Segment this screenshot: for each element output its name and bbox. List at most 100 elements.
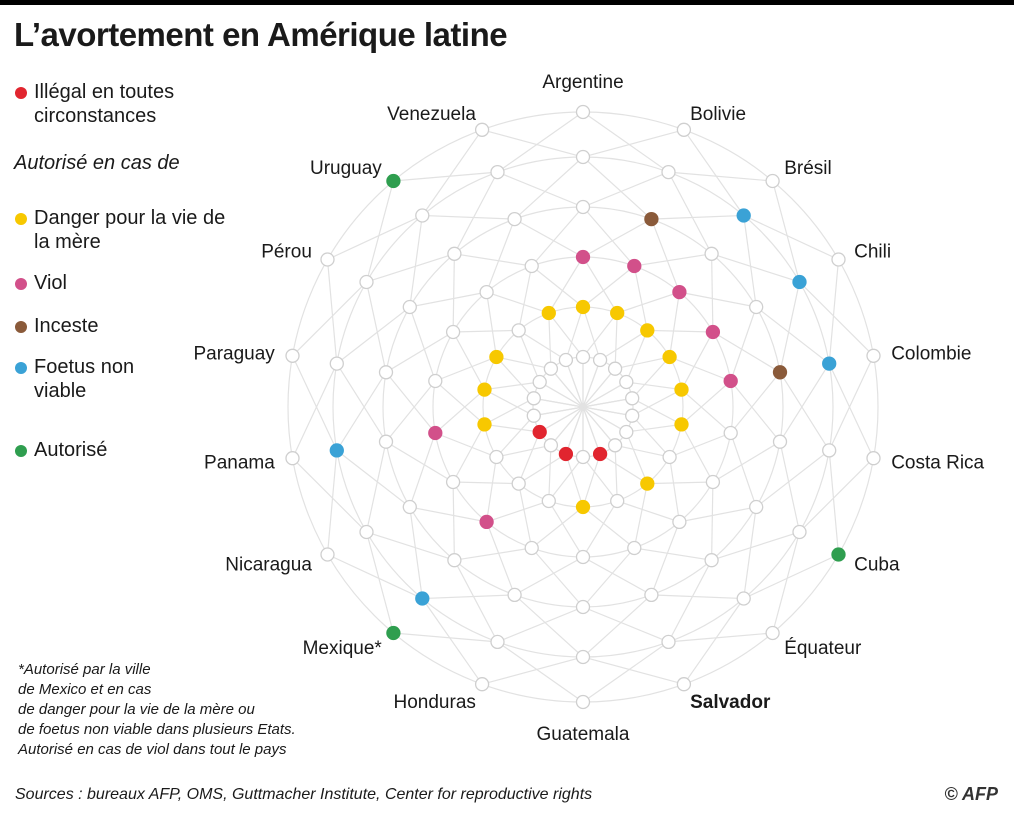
- dot-bresil-6: [765, 173, 780, 189]
- country-label-honduras: Honduras: [394, 692, 476, 713]
- dot-uruguay-4: [447, 246, 462, 261]
- legend-item-inceste: Inceste: [14, 314, 234, 338]
- dot-salvador-3: [627, 540, 642, 556]
- dot-chili-2: [662, 349, 677, 365]
- dot-argentine-5: [575, 149, 591, 165]
- legend-item-autorise: Autorisé: [14, 438, 234, 462]
- dot-colombie-3: [723, 373, 738, 389]
- dot-honduras-2: [541, 493, 556, 509]
- dot-venezuela-3: [524, 258, 539, 274]
- dot-cuba-4: [749, 499, 764, 515]
- dot-guatemala-6: [575, 694, 591, 710]
- dot-chili-4: [749, 299, 764, 315]
- country-label-venezuela: Venezuela: [387, 104, 476, 125]
- dot-paraguay-4: [378, 365, 394, 380]
- dot-argentine-4: [575, 199, 591, 215]
- dot-nicaragua-1: [532, 424, 547, 440]
- dot-panama-2: [477, 417, 492, 432]
- dot-argentine-3: [575, 249, 591, 265]
- top-rule: [0, 0, 1014, 5]
- dot-uruguay-5: [415, 208, 430, 223]
- dot-bresil-4: [704, 246, 719, 261]
- dot-costa-rica-1: [625, 408, 640, 423]
- dot-venezuela-6: [474, 122, 490, 137]
- dot-salvador-4: [644, 587, 659, 603]
- dot-bresil-3: [672, 284, 687, 300]
- country-label-colombie: Colombie: [891, 344, 971, 365]
- legend-label-illegal: Illégal en toutes circonstances: [34, 81, 175, 127]
- dot-equateur-5: [736, 591, 751, 606]
- dot-costa-rica-3: [723, 425, 738, 441]
- dot-mexique-1: [543, 438, 559, 453]
- country-label-chili: Chili: [854, 242, 891, 263]
- country-label-argentine: Argentine: [542, 72, 623, 93]
- legend-dot-danger: [15, 213, 27, 225]
- dot-bolivie-6: [676, 122, 692, 137]
- dot-equateur-2: [640, 476, 655, 491]
- dot-bresil-1: [607, 361, 623, 376]
- dot-bresil-5: [736, 208, 751, 223]
- dot-paraguay-1: [526, 391, 541, 406]
- dot-cuba-2: [662, 449, 677, 465]
- legend-dot-foetus: [15, 362, 27, 374]
- dot-costa-rica-5: [822, 443, 837, 458]
- dot-honduras-4: [507, 587, 522, 603]
- dot-costa-rica-4: [772, 434, 788, 449]
- dot-argentine-1: [575, 349, 591, 365]
- dot-bolivie-4: [644, 211, 659, 227]
- dot-equateur-4: [704, 553, 719, 568]
- dot-bolivie-5: [661, 164, 676, 180]
- dot-mexique-6: [386, 625, 401, 641]
- legend-item-foetus: Foetus non viable: [14, 355, 144, 403]
- dot-salvador-5: [661, 634, 676, 650]
- dot-bolivie-2: [610, 305, 625, 321]
- dot-panama-5: [329, 443, 344, 458]
- legend-dot-viol: [15, 278, 27, 290]
- dot-guatemala-4: [575, 599, 591, 615]
- country-label-cuba: Cuba: [854, 555, 900, 576]
- dot-salvador-1: [592, 446, 608, 462]
- dot-colombie-2: [674, 382, 689, 397]
- dot-colombie-6: [866, 348, 881, 363]
- legend-dot-autorise: [15, 445, 27, 457]
- dot-honduras-1: [558, 446, 574, 462]
- dot-uruguay-1: [543, 361, 559, 376]
- dot-uruguay-3: [479, 284, 494, 300]
- dot-bresil-2: [640, 323, 655, 338]
- country-label-bresil: Brésil: [784, 158, 832, 179]
- sources: Sources : bureaux AFP, OMS, Guttmacher I…: [15, 786, 593, 803]
- legend-dot-inceste: [15, 321, 27, 333]
- dot-panama-4: [378, 434, 394, 449]
- dot-perou-2: [489, 349, 504, 365]
- country-label-equateur: Équateur: [784, 638, 862, 659]
- country-label-guatemala: Guatemala: [537, 724, 630, 745]
- dot-perou-4: [402, 299, 417, 315]
- legend-label-viol: Viol: [34, 272, 67, 294]
- dot-mexique-3: [479, 514, 494, 530]
- dot-chili-5: [792, 274, 807, 290]
- dot-mexique-2: [511, 476, 526, 491]
- dot-costa-rica-6: [866, 451, 881, 466]
- country-label-perou: Pérou: [261, 242, 312, 263]
- dot-nicaragua-2: [489, 449, 504, 465]
- dot-equateur-6: [765, 625, 780, 641]
- dot-nicaragua-6: [320, 547, 335, 562]
- dot-bolivie-3: [627, 258, 642, 274]
- dot-equateur-1: [607, 438, 623, 453]
- dot-venezuela-2: [541, 305, 556, 321]
- dot-paraguay-2: [477, 382, 492, 397]
- dot-equateur-3: [672, 514, 687, 530]
- legend-item-viol: Viol: [14, 271, 234, 295]
- dot-venezuela-5: [490, 164, 505, 180]
- dot-guatemala-1: [575, 449, 591, 465]
- dot-panama-1: [526, 408, 541, 423]
- dot-paraguay-3: [428, 373, 443, 389]
- dot-mexique-5: [415, 591, 430, 606]
- country-label-bolivie: Bolivie: [690, 104, 746, 125]
- dot-costa-rica-2: [674, 417, 689, 432]
- dot-chili-1: [619, 374, 634, 390]
- dot-colombie-5: [822, 356, 837, 371]
- country-label-paraguay: Paraguay: [193, 344, 275, 365]
- dot-colombie-4: [772, 365, 788, 380]
